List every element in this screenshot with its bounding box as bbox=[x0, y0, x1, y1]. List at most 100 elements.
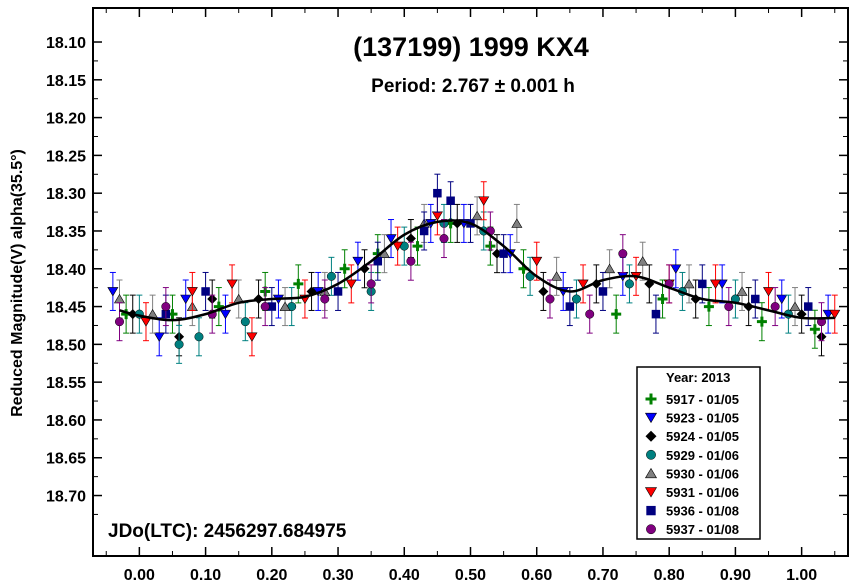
data-point bbox=[114, 317, 124, 327]
data-point bbox=[611, 309, 622, 320]
legend-marker bbox=[645, 430, 657, 442]
x-tick-label: 0.10 bbox=[190, 567, 221, 584]
data-point bbox=[511, 218, 523, 228]
data-point bbox=[651, 309, 661, 319]
data-point bbox=[829, 309, 841, 320]
legend-label: 5931 - 01/06 bbox=[666, 485, 739, 500]
data-point bbox=[624, 279, 634, 289]
y-tick-label: 18.25 bbox=[46, 148, 86, 165]
data-point bbox=[366, 279, 376, 289]
x-tick-label: 0.70 bbox=[587, 567, 618, 584]
data-point bbox=[174, 339, 184, 349]
y-tick-label: 18.20 bbox=[46, 111, 86, 128]
data-point bbox=[161, 302, 171, 312]
data-point bbox=[267, 302, 277, 311]
data-point bbox=[419, 226, 429, 236]
data-point bbox=[405, 233, 416, 244]
data-point bbox=[180, 294, 192, 305]
data-point bbox=[385, 234, 397, 244]
data-point bbox=[226, 279, 238, 289]
y-tick-label: 18.50 bbox=[46, 337, 86, 354]
data-point bbox=[345, 279, 357, 289]
chart-subtitle: Period: 2.767 ± 0.001 h bbox=[371, 76, 575, 97]
data-point bbox=[736, 286, 748, 296]
data-point bbox=[763, 287, 775, 297]
x-tick-label: 0.20 bbox=[256, 567, 287, 584]
jd-annotation: JDo(LTC): 2456297.684975 bbox=[108, 521, 347, 542]
data-point bbox=[326, 271, 336, 281]
y-tick-label: 18.65 bbox=[46, 451, 86, 468]
data-point bbox=[471, 210, 483, 221]
data-point bbox=[333, 287, 343, 296]
data-point bbox=[219, 309, 231, 320]
y-axis-label: Reduced Magnitude(V) alpha(35.5°) bbox=[9, 149, 26, 417]
data-point bbox=[352, 256, 364, 267]
data-point bbox=[683, 278, 695, 289]
y-tick-label: 18.45 bbox=[46, 300, 86, 317]
legend-label: 5923 - 01/05 bbox=[666, 411, 739, 426]
legend-label: 5930 - 01/06 bbox=[666, 466, 739, 481]
data-point bbox=[618, 249, 628, 259]
data-point bbox=[433, 188, 442, 198]
data-point bbox=[392, 241, 404, 252]
data-point bbox=[716, 279, 728, 289]
legend-box bbox=[636, 366, 761, 540]
data-point bbox=[577, 279, 589, 289]
data-point bbox=[194, 332, 204, 342]
y-tick-label: 18.35 bbox=[46, 224, 86, 241]
x-tick-label: 1.00 bbox=[786, 567, 817, 584]
data-point bbox=[822, 309, 834, 320]
data-point bbox=[571, 294, 581, 304]
data-point bbox=[756, 316, 767, 327]
data-point bbox=[320, 294, 330, 304]
data-point bbox=[565, 302, 575, 311]
x-tick-label: 0.80 bbox=[654, 567, 685, 584]
x-tick-label: 0.40 bbox=[389, 567, 420, 584]
data-point bbox=[657, 294, 668, 305]
data-point bbox=[670, 264, 682, 274]
data-point bbox=[804, 302, 813, 311]
data-point bbox=[545, 294, 555, 304]
data-point bbox=[359, 263, 370, 274]
x-tick-label: 0.00 bbox=[124, 567, 155, 584]
data-point bbox=[724, 302, 734, 312]
data-point bbox=[637, 256, 649, 266]
data-point bbox=[478, 196, 490, 206]
data-point bbox=[531, 256, 543, 267]
x-tick-label: 0.60 bbox=[521, 567, 552, 584]
x-tick-label: 0.90 bbox=[720, 567, 751, 584]
y-tick-label: 18.70 bbox=[46, 489, 86, 506]
y-tick-label: 18.55 bbox=[46, 375, 86, 392]
data-point bbox=[293, 278, 304, 289]
data-point bbox=[604, 263, 616, 274]
data-point bbox=[809, 324, 820, 335]
legend: Year: 2013 5917 - 01/05 5923 - 01/05 5924 … bbox=[636, 366, 761, 540]
legend-marker bbox=[646, 449, 656, 460]
data-point bbox=[412, 241, 423, 252]
legend-label: 5936 - 01/08 bbox=[666, 504, 739, 519]
y-axis: 18.10 18.15 18.20 18.25 18.30 18.35 18.40 18.45… bbox=[46, 35, 848, 515]
legend-label: 5937 - 01/08 bbox=[666, 522, 739, 537]
data-marks bbox=[107, 173, 841, 364]
data-point bbox=[770, 302, 780, 312]
data-point bbox=[279, 301, 291, 311]
x-tick-label: 0.30 bbox=[322, 567, 353, 584]
chart-title: (137199) 1999 KX4 bbox=[353, 32, 589, 62]
legend-label: 5929 - 01/06 bbox=[666, 448, 739, 463]
legend-marker bbox=[644, 412, 658, 424]
legend-label: 5924 - 01/05 bbox=[666, 429, 739, 444]
data-point bbox=[439, 234, 449, 244]
data-point bbox=[201, 287, 210, 296]
legend-marker bbox=[644, 467, 658, 479]
data-point bbox=[776, 294, 788, 305]
legend-marker bbox=[644, 487, 658, 498]
y-tick-label: 18.40 bbox=[46, 262, 86, 279]
data-point bbox=[406, 256, 416, 266]
data-point bbox=[260, 302, 270, 312]
data-point bbox=[186, 287, 198, 297]
data-point bbox=[499, 249, 508, 258]
data-point bbox=[339, 263, 350, 274]
legend-label: 5917 - 01/05 bbox=[666, 392, 739, 407]
